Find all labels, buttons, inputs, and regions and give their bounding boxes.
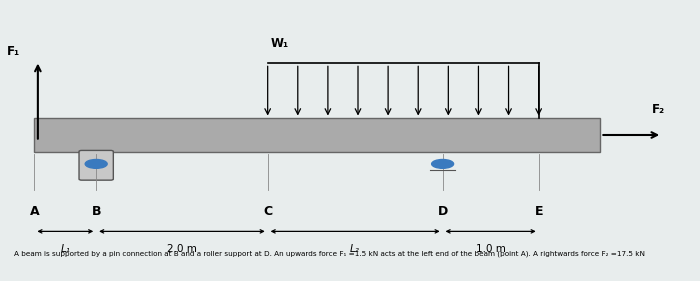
Text: A beam is supported by a pin connection at B and a roller support at D. An upwar: A beam is supported by a pin connection … xyxy=(14,251,645,257)
Circle shape xyxy=(432,160,454,168)
Text: E: E xyxy=(534,205,543,218)
Text: 1.0 m: 1.0 m xyxy=(476,244,505,254)
Bar xyxy=(34,119,601,151)
Text: F₂: F₂ xyxy=(652,103,665,116)
Text: F₁: F₁ xyxy=(7,45,20,58)
Text: C: C xyxy=(263,205,272,218)
Text: D: D xyxy=(438,205,448,218)
Text: L₂: L₂ xyxy=(350,244,360,254)
Text: B: B xyxy=(92,205,101,218)
Text: A: A xyxy=(29,205,39,218)
FancyBboxPatch shape xyxy=(79,150,113,180)
Text: W₁: W₁ xyxy=(271,37,289,50)
Text: 2.0 m: 2.0 m xyxy=(167,244,197,254)
Text: L₁: L₁ xyxy=(60,244,70,254)
Circle shape xyxy=(85,160,107,168)
